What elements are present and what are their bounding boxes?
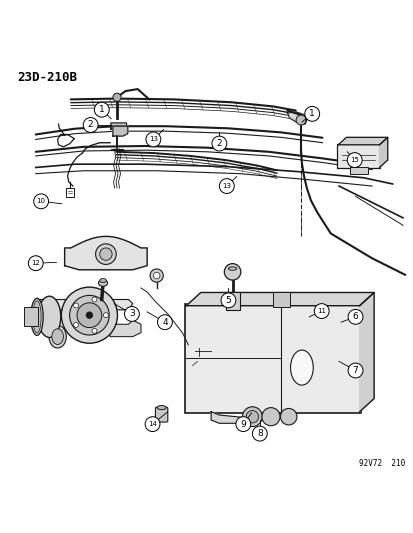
- FancyBboxPatch shape: [337, 144, 380, 168]
- FancyBboxPatch shape: [185, 304, 360, 413]
- Circle shape: [347, 310, 362, 324]
- Polygon shape: [337, 138, 387, 145]
- Polygon shape: [186, 293, 373, 306]
- Text: 14: 14: [148, 421, 157, 427]
- Circle shape: [221, 293, 235, 308]
- Circle shape: [242, 407, 262, 426]
- Text: 92V72  210: 92V72 210: [358, 459, 404, 468]
- Circle shape: [74, 303, 78, 308]
- Circle shape: [252, 426, 267, 441]
- Polygon shape: [379, 138, 387, 167]
- Text: 8: 8: [256, 429, 262, 438]
- Text: 13: 13: [149, 136, 157, 142]
- Circle shape: [235, 417, 250, 432]
- FancyBboxPatch shape: [272, 293, 289, 306]
- Circle shape: [95, 244, 116, 264]
- Circle shape: [157, 315, 172, 329]
- FancyBboxPatch shape: [24, 308, 38, 326]
- Circle shape: [145, 417, 159, 432]
- Polygon shape: [36, 300, 133, 333]
- Ellipse shape: [31, 298, 43, 335]
- Circle shape: [33, 194, 48, 209]
- Circle shape: [124, 306, 139, 321]
- Circle shape: [280, 408, 296, 425]
- Text: 13: 13: [222, 183, 231, 189]
- Circle shape: [61, 287, 117, 343]
- Circle shape: [92, 297, 97, 302]
- Circle shape: [219, 179, 234, 193]
- Circle shape: [150, 269, 163, 282]
- Text: 9: 9: [240, 419, 246, 429]
- Polygon shape: [211, 411, 248, 423]
- Ellipse shape: [38, 296, 61, 337]
- Polygon shape: [110, 320, 141, 337]
- Circle shape: [94, 102, 109, 117]
- Ellipse shape: [49, 325, 66, 348]
- Polygon shape: [111, 123, 126, 129]
- Circle shape: [77, 303, 102, 328]
- Text: 6: 6: [352, 312, 358, 321]
- Circle shape: [103, 313, 108, 318]
- Ellipse shape: [290, 350, 313, 385]
- Polygon shape: [64, 237, 147, 270]
- Circle shape: [304, 107, 319, 122]
- Text: 10: 10: [36, 198, 45, 204]
- Polygon shape: [287, 112, 306, 124]
- FancyBboxPatch shape: [225, 292, 239, 310]
- Circle shape: [347, 152, 361, 167]
- Text: 4: 4: [162, 318, 167, 327]
- Circle shape: [74, 322, 78, 327]
- Circle shape: [92, 328, 97, 333]
- Text: 5: 5: [225, 296, 231, 305]
- Circle shape: [113, 93, 121, 101]
- Text: 23D-210B: 23D-210B: [17, 70, 77, 84]
- Circle shape: [83, 118, 98, 132]
- Polygon shape: [113, 126, 128, 136]
- Circle shape: [261, 408, 279, 426]
- Text: 2: 2: [216, 139, 222, 148]
- Circle shape: [100, 248, 112, 260]
- Circle shape: [86, 312, 93, 319]
- Ellipse shape: [33, 301, 41, 333]
- Ellipse shape: [98, 280, 107, 286]
- Circle shape: [153, 272, 159, 279]
- Circle shape: [313, 304, 328, 319]
- Text: 3: 3: [129, 310, 135, 318]
- Circle shape: [28, 256, 43, 271]
- Circle shape: [211, 136, 226, 151]
- Text: 11: 11: [316, 308, 325, 314]
- Polygon shape: [359, 293, 373, 411]
- Circle shape: [69, 295, 109, 335]
- FancyBboxPatch shape: [155, 407, 167, 422]
- Text: 12: 12: [31, 260, 40, 266]
- Text: 1: 1: [309, 109, 314, 118]
- FancyBboxPatch shape: [66, 188, 74, 197]
- Circle shape: [347, 363, 362, 378]
- Circle shape: [145, 132, 160, 147]
- Ellipse shape: [100, 278, 106, 282]
- FancyBboxPatch shape: [349, 167, 367, 174]
- Circle shape: [246, 410, 258, 423]
- Text: 1: 1: [99, 105, 104, 114]
- Text: 7: 7: [352, 366, 358, 375]
- Ellipse shape: [228, 267, 236, 270]
- Text: 2: 2: [88, 120, 93, 130]
- Ellipse shape: [157, 406, 166, 410]
- Text: 15: 15: [349, 157, 358, 163]
- Ellipse shape: [52, 329, 63, 344]
- Circle shape: [295, 115, 305, 125]
- Circle shape: [224, 264, 240, 280]
